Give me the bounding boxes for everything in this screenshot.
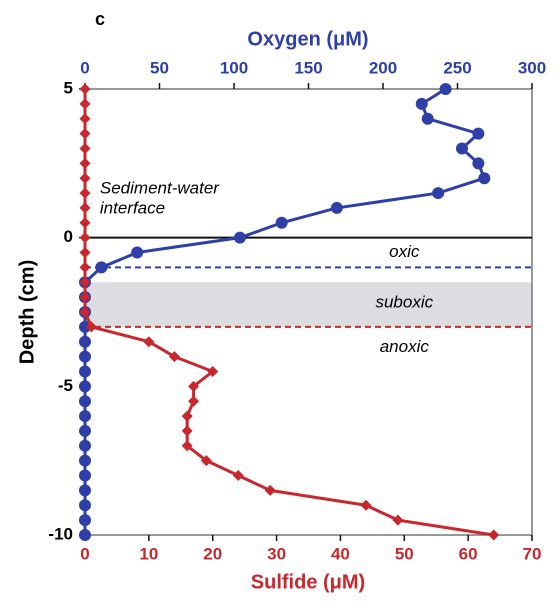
data-point [79,514,91,527]
data-point [79,484,91,497]
x2-tick-label: 250 [443,58,471,77]
data-point [79,529,91,541]
data-point [432,187,445,200]
annotation: oxic [389,242,420,261]
annotation: Sediment-water [100,178,220,197]
data-point [207,365,219,377]
y-tick-label: 0 [64,227,73,246]
bottom-axis-title: Sulfide (μM) [251,571,365,593]
data-point [79,276,91,288]
data-point [79,261,91,273]
data-point [79,380,91,393]
data-point [200,455,212,467]
data-point [275,216,288,229]
data-point [455,142,468,155]
suboxic-band [85,282,532,327]
data-point [79,187,91,199]
data-point [232,470,244,482]
data-point [79,499,91,512]
data-point [79,172,91,184]
x2-tick-label: 300 [518,58,546,77]
y-axis-title: Depth (cm) [16,260,38,364]
annotation: suboxic [375,293,433,312]
data-point [79,128,91,140]
data-point [264,484,276,496]
x-tick-label: 20 [203,544,222,563]
data-point [360,499,372,511]
data-point [79,202,91,214]
data-point [478,172,491,185]
panel-label: c [95,9,105,29]
data-point [79,410,91,423]
data-point [439,83,452,95]
y-tick-label: -5 [58,376,73,395]
x-tick-label: 40 [331,544,350,563]
data-point [131,246,144,259]
x-tick-label: 70 [523,544,542,563]
x2-tick-label: 150 [294,58,322,77]
data-point [79,350,91,363]
data-point [233,231,246,244]
x2-tick-label: 200 [369,58,397,77]
data-point [181,440,193,452]
data-point [79,98,91,110]
data-point [79,83,91,95]
data-point [95,261,108,274]
data-point [79,113,91,125]
data-point [488,529,500,541]
data-point [79,469,91,482]
y-tick-label: -10 [48,524,73,543]
data-point [79,424,91,437]
data-point [181,410,193,422]
x-tick-label: 0 [80,544,89,563]
data-point [79,142,91,154]
data-point [79,395,91,408]
data-point [472,157,485,170]
data-point [79,320,91,333]
data-point [392,514,404,526]
x-tick-label: 30 [267,544,286,563]
data-point [188,395,200,407]
data-point [188,380,200,392]
x2-tick-label: 50 [150,58,169,77]
data-point [421,112,434,125]
data-point [330,201,343,214]
data-point [79,306,91,318]
x-tick-label: 60 [459,544,478,563]
data-point [85,321,97,333]
data-point [79,247,91,259]
y-tick-label: 5 [64,78,73,97]
data-point [415,97,428,110]
top-axis-title: Oxygen (μM) [247,28,368,50]
x-tick-label: 50 [395,544,414,563]
data-point [79,217,91,229]
x-tick-label: 10 [139,544,158,563]
x2-tick-label: 100 [220,58,248,77]
data-point [168,351,180,363]
data-point [79,232,91,244]
annotation: interface [100,198,165,217]
data-point [472,127,485,140]
data-point [143,336,155,348]
data-point [79,365,91,378]
data-point [79,291,91,303]
data-point [79,439,91,452]
data-point [79,157,91,169]
data-point [181,425,193,437]
annotation: anoxic [380,337,430,356]
x2-tick-label: 0 [80,58,89,77]
data-point [79,454,91,467]
data-point [79,335,91,348]
